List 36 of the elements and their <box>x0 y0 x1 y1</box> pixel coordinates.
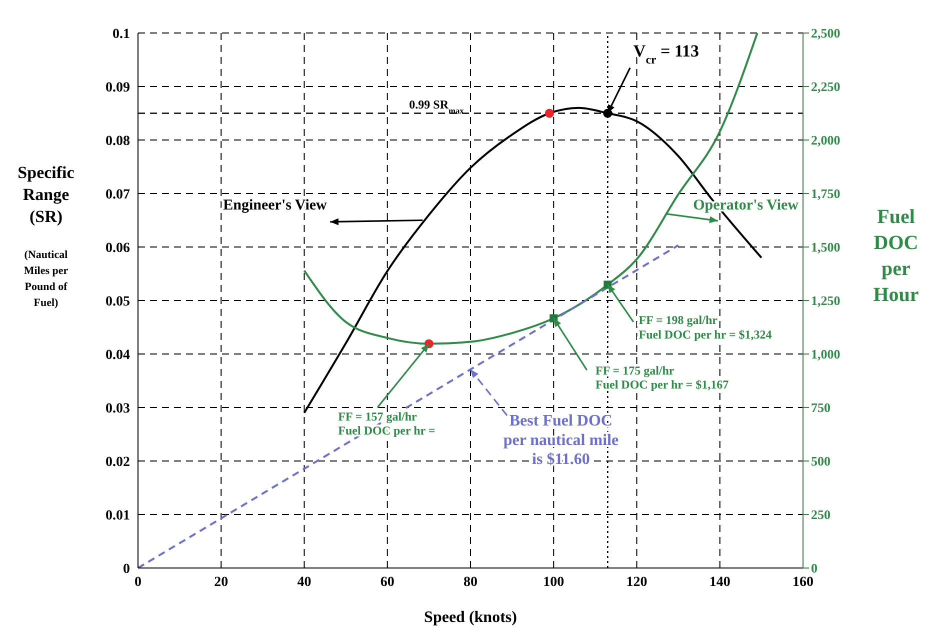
text: Specific Range (SR) (Nautical Miles per Pound of Fuel) <box>18 163 74 309</box>
annotation: FF = 198 gal/hr Fuel DOC per hr = $1,324 <box>638 313 772 342</box>
y-tick-label: 0.05 <box>106 294 130 310</box>
y2-tick-label: 1,750 <box>811 186 840 202</box>
y2-tick-label: 250 <box>811 507 830 522</box>
y-tick-label: 0.08 <box>106 134 130 149</box>
y-tick-label: 0.09 <box>106 80 130 96</box>
y-tick-label: 0.01 <box>106 508 130 524</box>
y2-tick-label: 750 <box>811 400 830 416</box>
y2-tick-label: 1,500 <box>811 240 840 255</box>
y-tick-label: 0.04 <box>106 348 130 363</box>
x-tick-label: 100 <box>543 574 564 590</box>
y-tick-label: 0.03 <box>106 401 130 416</box>
x-tick-label: 160 <box>792 574 814 590</box>
y-tick-label: 0.1 <box>112 26 130 42</box>
y-tick-label: 0 <box>123 562 130 577</box>
y-tick-label: 0.02 <box>106 454 130 470</box>
y2-tick-label: 2,250 <box>811 79 840 94</box>
y2-tick-label: 2,500 <box>811 26 840 41</box>
annotation: Engineer's View <box>223 198 328 214</box>
x-tick-label: 40 <box>297 574 312 590</box>
y2-tick-label: 1,250 <box>811 293 840 308</box>
x-axis-title: Speed (knots) <box>424 609 517 626</box>
x-tick-label: 60 <box>380 574 394 590</box>
y2-tick-label: 0 <box>811 560 818 576</box>
x-tick-label: 80 <box>464 574 478 590</box>
y2-tick-label: 2,000 <box>811 132 840 148</box>
x-tick-label: 0 <box>134 574 142 590</box>
x-tick-label: 120 <box>626 574 648 590</box>
y2-axis-title: Fuel DOC per Hour <box>873 206 919 306</box>
y2-tick-label: 1,000 <box>811 346 840 362</box>
x-tick-label: 20 <box>214 574 228 590</box>
y-tick-label: 0.07 <box>106 187 130 202</box>
y-tick-label: 0.06 <box>106 240 130 256</box>
x-tick-label: 140 <box>709 574 730 590</box>
y2-tick-label: 500 <box>811 454 830 469</box>
